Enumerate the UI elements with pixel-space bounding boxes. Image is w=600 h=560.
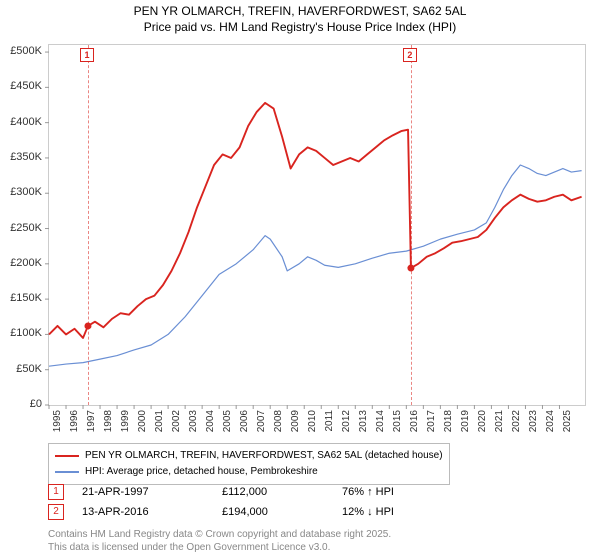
x-tick-label: 2009 xyxy=(290,410,301,438)
y-tick-label: £50K xyxy=(0,363,42,375)
sale-row: 2 13-APR-2016£194,00012% ↓ HPI xyxy=(48,504,394,520)
x-tick-label: 2007 xyxy=(256,410,267,438)
y-tick-label: £400K xyxy=(0,116,42,128)
x-tick-label: 2020 xyxy=(477,410,488,438)
x-tick-label: 1996 xyxy=(69,410,80,438)
plot-area xyxy=(48,44,586,406)
x-tick-label: 1995 xyxy=(52,410,63,438)
y-tick-label: £450K xyxy=(0,80,42,92)
sale-row-date: 21-APR-1997 xyxy=(82,486,222,498)
series-property xyxy=(49,103,582,338)
x-tick-label: 2021 xyxy=(494,410,505,438)
legend-label: PEN YR OLMARCH, TREFIN, HAVERFORDWEST, S… xyxy=(85,448,443,464)
x-tick-label: 2017 xyxy=(426,410,437,438)
x-tick-label: 2016 xyxy=(409,410,420,438)
sale-row: 1 21-APR-1997£112,00076% ↑ HPI xyxy=(48,484,394,500)
x-tick-label: 1997 xyxy=(86,410,97,438)
y-tick-label: £150K xyxy=(0,292,42,304)
sale-marker-badge: 1 xyxy=(80,48,94,62)
attribution-line-1: Contains HM Land Registry data © Crown c… xyxy=(48,528,391,541)
x-tick-label: 2000 xyxy=(137,410,148,438)
x-tick-label: 2002 xyxy=(171,410,182,438)
x-tick-label: 2018 xyxy=(443,410,454,438)
sale-row-badge: 2 xyxy=(48,504,64,520)
x-tick-label: 1999 xyxy=(120,410,131,438)
title-line-2: Price paid vs. HM Land Registry's House … xyxy=(0,20,600,36)
legend-label: HPI: Average price, detached house, Pemb… xyxy=(85,464,318,480)
x-tick-label: 2003 xyxy=(188,410,199,438)
y-tick-label: £250K xyxy=(0,222,42,234)
y-tick-label: £200K xyxy=(0,257,42,269)
legend-row: PEN YR OLMARCH, TREFIN, HAVERFORDWEST, S… xyxy=(55,448,443,464)
x-tick-label: 2019 xyxy=(460,410,471,438)
series-hpi xyxy=(49,165,582,366)
x-tick-label: 2011 xyxy=(324,410,335,438)
plot-svg xyxy=(49,45,585,405)
x-tick-label: 2015 xyxy=(392,410,403,438)
legend: PEN YR OLMARCH, TREFIN, HAVERFORDWEST, S… xyxy=(48,443,450,485)
y-tick-label: £500K xyxy=(0,45,42,57)
y-tick-label: £300K xyxy=(0,186,42,198)
sale-row-date: 13-APR-2016 xyxy=(82,506,222,518)
legend-swatch xyxy=(55,455,79,457)
sale-marker-vline xyxy=(411,45,412,405)
sale-row-price: £112,000 xyxy=(222,486,342,498)
chart-container: PEN YR OLMARCH, TREFIN, HAVERFORDWEST, S… xyxy=(0,0,600,560)
y-tick-label: £350K xyxy=(0,151,42,163)
attribution-line-2: This data is licensed under the Open Gov… xyxy=(48,541,391,554)
x-tick-label: 2006 xyxy=(239,410,250,438)
title-block: PEN YR OLMARCH, TREFIN, HAVERFORDWEST, S… xyxy=(0,0,600,35)
sale-row-delta: 12% ↓ HPI xyxy=(342,506,394,518)
y-tick-label: £100K xyxy=(0,327,42,339)
sale-row-delta: 76% ↑ HPI xyxy=(342,486,394,498)
sale-marker-badge: 2 xyxy=(403,48,417,62)
x-tick-label: 2024 xyxy=(545,410,556,438)
x-tick-label: 2013 xyxy=(358,410,369,438)
title-line-1: PEN YR OLMARCH, TREFIN, HAVERFORDWEST, S… xyxy=(0,4,600,20)
x-tick-label: 2010 xyxy=(307,410,318,438)
x-tick-label: 2014 xyxy=(375,410,386,438)
x-tick-label: 2008 xyxy=(273,410,284,438)
sale-row-price: £194,000 xyxy=(222,506,342,518)
x-tick-label: 2012 xyxy=(341,410,352,438)
x-tick-label: 2025 xyxy=(562,410,573,438)
x-tick-label: 2004 xyxy=(205,410,216,438)
y-tick-label: £0 xyxy=(0,398,42,410)
x-tick-label: 2005 xyxy=(222,410,233,438)
attribution: Contains HM Land Registry data © Crown c… xyxy=(48,528,391,554)
x-tick-label: 2022 xyxy=(511,410,522,438)
x-tick-label: 2001 xyxy=(154,410,165,438)
legend-row: HPI: Average price, detached house, Pemb… xyxy=(55,464,443,480)
legend-swatch xyxy=(55,471,79,473)
x-tick-label: 2023 xyxy=(528,410,539,438)
x-tick-label: 1998 xyxy=(103,410,114,438)
sale-row-badge: 1 xyxy=(48,484,64,500)
sale-marker-vline xyxy=(88,45,89,405)
